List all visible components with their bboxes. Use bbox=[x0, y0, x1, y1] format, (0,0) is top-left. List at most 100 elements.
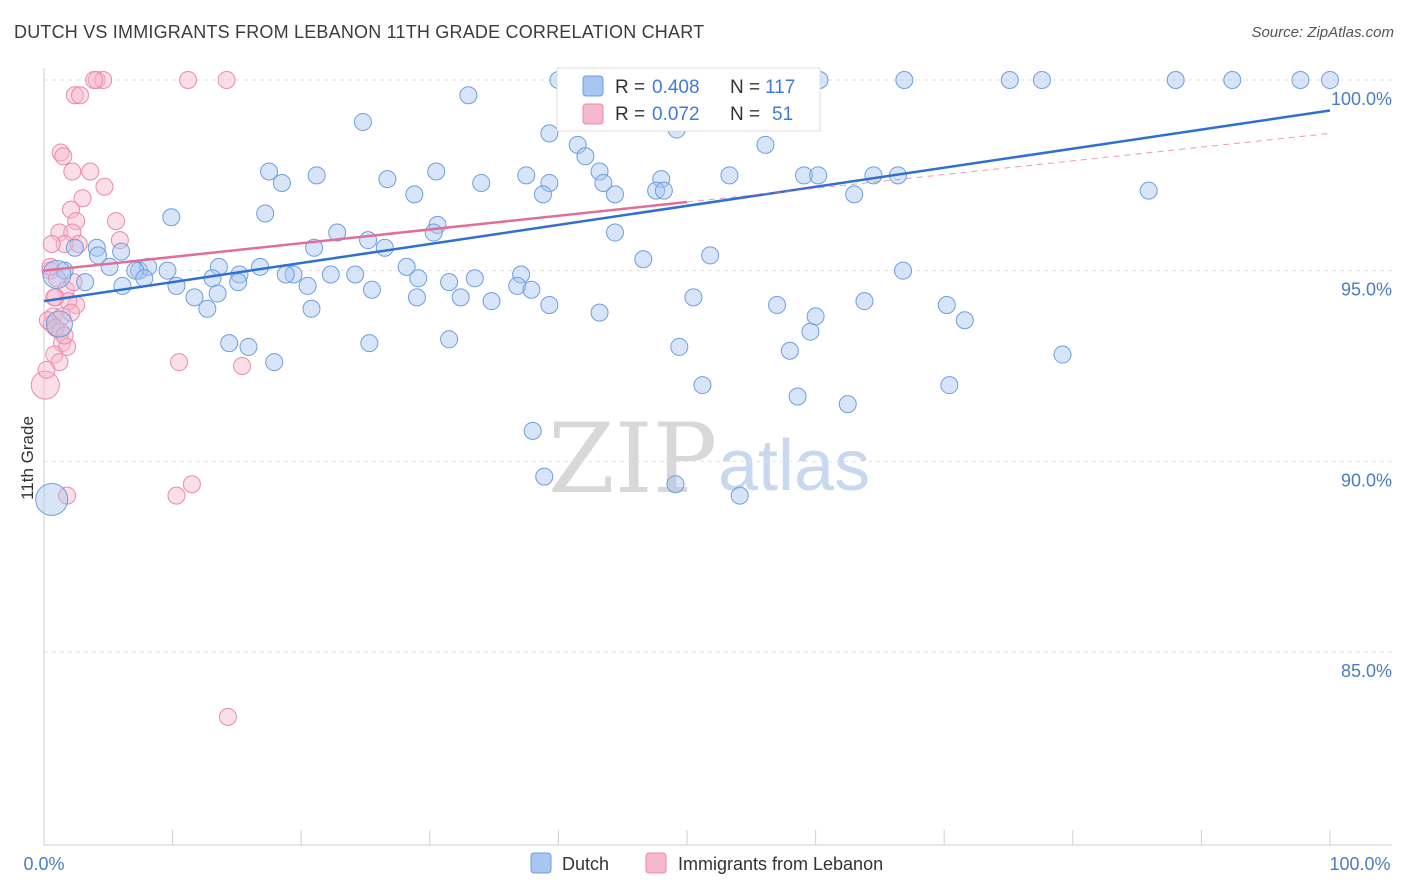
dutch-point bbox=[276, 265, 295, 284]
dutch-point bbox=[1053, 345, 1072, 364]
bottom-legend-lebanon: Immigrants from Lebanon bbox=[678, 854, 883, 874]
dutch-point bbox=[158, 261, 177, 280]
dutch-point bbox=[809, 166, 828, 185]
dutch-point bbox=[185, 288, 204, 307]
trend-lines bbox=[43, 109, 1331, 303]
dutch-point bbox=[523, 421, 542, 440]
dutch-point bbox=[42, 259, 72, 289]
lebanon-point bbox=[182, 475, 201, 494]
dutch-point bbox=[720, 166, 739, 185]
dutch-point bbox=[654, 181, 673, 200]
dutch-point bbox=[1223, 71, 1242, 89]
dutch-point bbox=[955, 311, 974, 330]
dutch-point bbox=[459, 86, 478, 105]
dutch-point bbox=[647, 181, 666, 200]
legend-dutch-n-value: 117 bbox=[765, 77, 795, 98]
dutch-point bbox=[451, 288, 470, 307]
lebanon-point bbox=[37, 360, 56, 379]
dutch-point bbox=[756, 135, 775, 154]
dutch-point bbox=[328, 223, 347, 242]
dutch-point bbox=[652, 170, 671, 189]
dutch-point bbox=[540, 295, 559, 314]
dutch-point bbox=[895, 71, 914, 89]
watermark-atlas: atlas bbox=[718, 426, 870, 506]
source-credit: Source: ZipAtlas.com bbox=[1251, 24, 1394, 41]
dutch-point bbox=[298, 276, 317, 295]
lebanon-point bbox=[71, 86, 90, 105]
legend-lebanon-r-label: R = bbox=[615, 104, 645, 125]
dutch-point bbox=[845, 185, 864, 204]
y-tick-labels: 85.0% 90.0% 95.0% 100.0% bbox=[1331, 89, 1392, 681]
lebanon-point bbox=[107, 212, 126, 231]
y-tick-label-3: 100.0% bbox=[1331, 89, 1392, 109]
dutch-point bbox=[1000, 71, 1019, 89]
lebanon-point bbox=[167, 486, 186, 505]
lebanon-point bbox=[233, 357, 252, 375]
lebanon-point bbox=[179, 71, 198, 89]
dutch-point bbox=[162, 208, 181, 227]
legend-lebanon-n-value: 51 bbox=[772, 104, 793, 125]
dutch-point bbox=[701, 246, 720, 265]
bottom-legend-swatch-lebanon bbox=[645, 852, 667, 874]
dutch-point bbox=[508, 276, 527, 295]
dutch-point bbox=[45, 310, 73, 338]
dutch-point bbox=[864, 166, 883, 185]
dutch-point bbox=[112, 242, 131, 261]
dutch-point bbox=[522, 280, 541, 299]
dutch-point bbox=[251, 257, 270, 276]
dutch-point bbox=[427, 162, 446, 181]
dutch-point bbox=[512, 265, 531, 284]
lebanon-point bbox=[55, 234, 74, 253]
watermark-zip: ZIP bbox=[548, 403, 717, 515]
dutch-point bbox=[239, 337, 258, 356]
x-axis-ticks bbox=[43, 830, 1331, 845]
dutch-point bbox=[838, 395, 857, 414]
dutch-point bbox=[788, 387, 807, 406]
dutch-point bbox=[605, 223, 624, 242]
dutch-point bbox=[1166, 71, 1185, 89]
dutch-point bbox=[894, 261, 913, 280]
dutch-point bbox=[346, 265, 365, 284]
dutch-point bbox=[229, 273, 248, 292]
dutch-point bbox=[666, 475, 685, 494]
dutch-point bbox=[272, 173, 291, 192]
lebanon-point bbox=[73, 189, 92, 208]
stats-legend: R = 0.408 N = 117 R = 0.072 N = 51 bbox=[556, 67, 821, 132]
dutch-point bbox=[806, 307, 825, 326]
lebanon-point bbox=[54, 147, 73, 166]
dutch-point bbox=[768, 295, 787, 314]
dutch-point bbox=[594, 173, 613, 192]
lebanon-point bbox=[38, 311, 57, 330]
lebanon-point bbox=[110, 231, 129, 250]
dutch-point bbox=[284, 265, 303, 284]
lebanon-trend-line bbox=[43, 200, 688, 272]
chart-title: DUTCH VS IMMIGRANTS FROM LEBANON 11TH GR… bbox=[14, 22, 705, 42]
lebanon-points bbox=[30, 71, 252, 726]
dutch-point bbox=[1032, 71, 1051, 89]
dutch-point bbox=[208, 284, 227, 303]
bottom-legend-swatch-dutch bbox=[530, 852, 552, 874]
lebanon-point bbox=[218, 707, 237, 726]
lebanon-point bbox=[65, 86, 84, 105]
dutch-point bbox=[302, 299, 321, 318]
dutch-point bbox=[472, 173, 491, 192]
legend-dutch-n-label: N = bbox=[730, 77, 760, 98]
dutch-point bbox=[89, 246, 108, 265]
dutch-points bbox=[35, 71, 1339, 516]
legend-lebanon-r-value: 0.072 bbox=[652, 104, 700, 125]
dutch-point bbox=[220, 334, 239, 353]
dutch-point bbox=[440, 273, 459, 292]
lebanon-point bbox=[95, 177, 114, 196]
dutch-point bbox=[353, 112, 372, 131]
lebanon-point bbox=[94, 71, 113, 89]
dutch-point bbox=[375, 238, 394, 257]
dutch-point bbox=[405, 185, 424, 204]
dutch-point bbox=[605, 185, 624, 204]
dutch-point bbox=[730, 486, 749, 505]
lebanon-point bbox=[85, 71, 104, 89]
lebanon-point bbox=[42, 234, 61, 253]
x-tick-label-min: 0.0% bbox=[23, 854, 64, 874]
y-axis-label: 11th Grade bbox=[18, 416, 37, 500]
dutch-point bbox=[256, 204, 275, 223]
dutch-point bbox=[693, 376, 712, 395]
